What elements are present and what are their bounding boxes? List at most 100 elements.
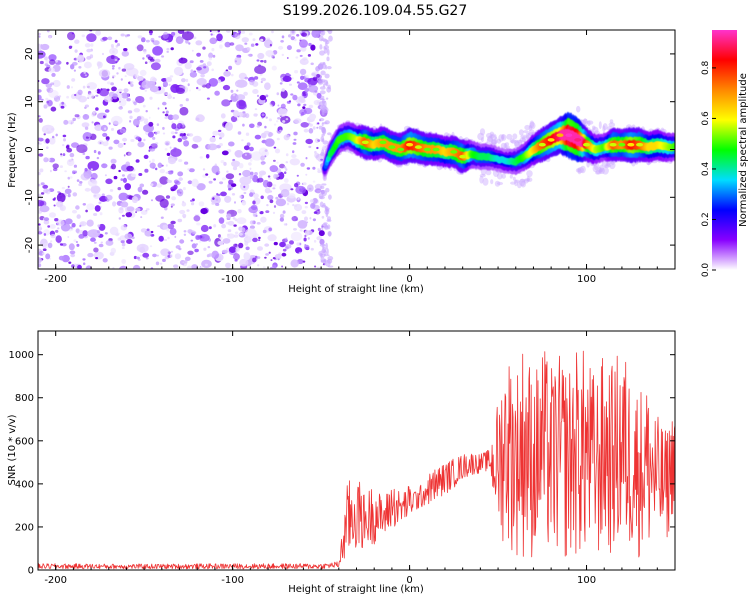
noise-speckle <box>166 50 169 53</box>
noise-speckle <box>78 66 82 69</box>
noise-speckle <box>322 127 327 135</box>
noise-speckle <box>60 105 65 109</box>
noise-speckle <box>43 233 47 236</box>
noise-speckle <box>158 35 162 38</box>
ridge-halo <box>608 122 616 127</box>
noise-speckle <box>232 255 235 259</box>
noise-speckle <box>264 243 270 247</box>
ridge-halo <box>521 136 526 142</box>
ridge-peak <box>627 142 635 147</box>
noise-speckle <box>257 121 262 127</box>
noise-speckle <box>211 250 219 259</box>
noise-speckle <box>236 99 247 110</box>
noise-speckle <box>234 218 238 222</box>
noise-speckle <box>232 217 236 220</box>
noise-speckle <box>285 244 292 249</box>
noise-speckle <box>170 84 180 93</box>
noise-speckle <box>58 255 65 261</box>
noise-speckle <box>87 179 98 187</box>
noise-speckle <box>293 138 297 141</box>
noise-speckle <box>198 88 201 92</box>
noise-speckle <box>249 225 255 229</box>
noise-speckle <box>320 95 325 99</box>
noise-speckle <box>317 168 320 171</box>
noise-speckle <box>225 262 231 269</box>
noise-speckle <box>102 141 109 147</box>
noise-speckle <box>295 56 299 59</box>
noise-speckle <box>166 152 171 156</box>
noise-speckle <box>273 205 277 208</box>
snr-panel: -200 -100 0 100 0 200 400 600 800 1000 Height of… <box>7 330 676 595</box>
ridge-halo <box>494 180 501 187</box>
noise-speckle <box>254 76 259 80</box>
ridge-halo <box>498 134 504 142</box>
noise-speckle <box>167 180 172 183</box>
noise-speckle <box>292 94 298 101</box>
noise-speckle <box>72 192 78 197</box>
noise-speckle <box>80 71 89 78</box>
noise-speckle <box>126 239 133 244</box>
ridge-halo <box>524 124 531 131</box>
noise-speckle <box>84 187 91 192</box>
y-tick-label: 0 <box>24 146 35 152</box>
ridge-halo <box>523 130 529 134</box>
noise-speckle <box>163 238 168 242</box>
noise-speckle <box>236 94 246 101</box>
noise-speckle <box>277 107 288 117</box>
noise-speckle <box>271 30 274 34</box>
noise-speckle <box>71 222 76 228</box>
noise-speckle <box>249 146 254 152</box>
noise-speckle <box>136 243 149 253</box>
noise-speckle <box>239 258 249 267</box>
spectral-ridge-layer <box>322 105 675 189</box>
noise-speckle <box>144 118 148 122</box>
noise-speckle <box>296 81 300 84</box>
noise-speckle <box>291 216 298 222</box>
noise-speckle <box>260 38 264 42</box>
noise-speckle <box>141 37 146 43</box>
spectrogram-x-label: Height of straight line (km) <box>288 284 424 295</box>
noise-speckle <box>45 97 49 101</box>
noise-speckle <box>192 231 197 235</box>
noise-speckle <box>91 112 96 118</box>
colorbar-tick-label: 0.8 <box>701 60 711 75</box>
noise-speckle <box>259 73 263 76</box>
noise-speckle <box>189 89 191 92</box>
noise-speckle <box>179 209 186 215</box>
noise-speckle <box>84 167 88 172</box>
noise-speckle <box>91 121 94 124</box>
noise-speckle <box>179 239 185 244</box>
noise-speckle <box>63 104 67 107</box>
noise-speckle <box>218 217 225 224</box>
noise-speckle <box>176 123 183 130</box>
noise-speckle <box>320 135 325 143</box>
noise-speckle <box>314 150 317 154</box>
noise-speckle <box>126 165 134 172</box>
noise-speckle <box>264 138 275 147</box>
noise-speckle <box>208 57 212 61</box>
noise-speckle <box>327 84 331 90</box>
noise-speckle <box>169 75 174 78</box>
noise-speckle <box>170 188 175 192</box>
noise-speckle <box>38 231 43 235</box>
noise-speckle <box>196 222 201 226</box>
snr-y-label: SNR (10 * v/v) <box>7 414 18 485</box>
noise-speckle <box>211 165 220 174</box>
noise-speckle <box>235 83 238 86</box>
noise-speckle <box>117 43 120 47</box>
noise-speckle <box>167 114 174 121</box>
noise-speckle <box>176 188 184 197</box>
noise-speckle <box>117 237 121 241</box>
noise-speckle <box>256 59 260 62</box>
noise-speckle <box>150 143 158 149</box>
noise-speckle <box>239 227 246 233</box>
noise-speckle <box>224 41 231 48</box>
noise-speckle <box>57 227 60 230</box>
noise-speckle <box>261 171 265 174</box>
noise-speckle <box>144 61 148 64</box>
noise-speckle <box>187 229 193 234</box>
noise-speckle <box>238 242 244 249</box>
ridge-halo <box>605 162 610 166</box>
noise-speckle <box>244 42 248 45</box>
x-tick-label: -200 <box>44 274 67 285</box>
